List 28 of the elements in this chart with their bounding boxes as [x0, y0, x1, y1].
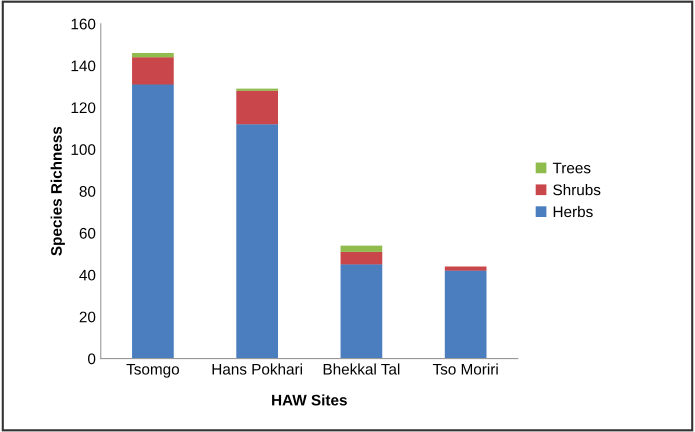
- legend-label: Trees: [552, 162, 590, 174]
- x-tick-label: Tso Moriri: [432, 363, 498, 375]
- x-tick-label: Tsomgo: [126, 364, 180, 378]
- bar: [444, 270, 486, 359]
- y-tick-label: 40: [79, 270, 96, 281]
- bar: [132, 53, 174, 58]
- bar: [236, 90, 278, 124]
- y-tick-label: 20: [80, 312, 96, 322]
- y-tick-label: 120: [72, 102, 96, 114]
- y-tick-label: 160: [72, 18, 96, 30]
- y-tick-label: 140: [72, 60, 96, 72]
- y-tick-label: 100: [72, 144, 96, 155]
- bar: [340, 246, 382, 252]
- bar: [340, 252, 382, 264]
- y-tick-label: 0: [88, 353, 96, 364]
- y-axis-title: Species Richness: [50, 126, 65, 256]
- x-tick-label: Bhekkal Tal: [324, 363, 400, 375]
- x-axis-title: HAW Sites: [272, 394, 347, 406]
- bar: [132, 57, 174, 84]
- y-tick-label: 80: [80, 186, 96, 197]
- bar: [444, 266, 486, 271]
- bar: [236, 124, 278, 359]
- bar: [340, 264, 382, 359]
- legend-label: Herbs: [554, 206, 593, 218]
- bar: [132, 84, 174, 359]
- y-tick-label: 60: [80, 228, 96, 239]
- legend-label: Shrubs: [553, 184, 600, 196]
- x-tick-label: Hans Pokhari: [212, 363, 302, 375]
